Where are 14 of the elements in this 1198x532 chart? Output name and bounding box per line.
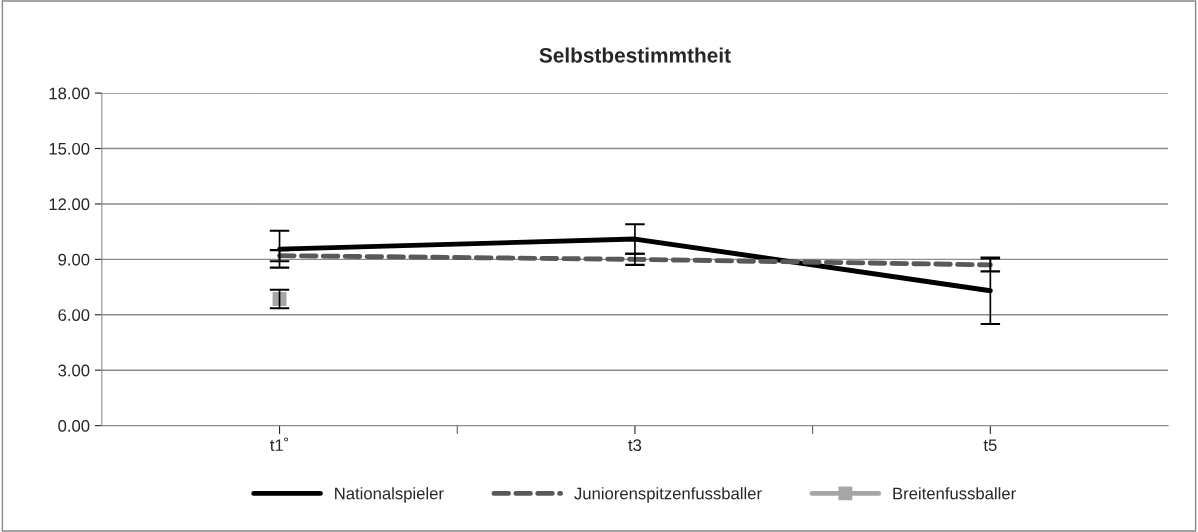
y-tick-label: 3.00 [58,364,90,377]
legend-label: Breitenfussballer [893,487,1016,500]
y-tick-label: 0.00 [58,420,90,432]
y-tick-label: 6.00 [58,309,90,321]
legend-label: Nationalspieler [335,487,444,503]
y-tick-label: 12.00 [49,198,90,211]
legend-label: Juniorenspitzenfussballer [574,487,762,503]
y-tick-label: 18.00 [49,87,90,100]
x-tick-label: t5 [983,439,997,452]
chart-title: Selbstbestimmtheit [539,47,731,63]
y-tick-label: 15.00 [49,142,90,155]
y-tick-label: 9.00 [58,253,90,266]
x-tick-label: t1˚ [270,437,289,451]
x-tick-label: t3 [628,439,642,452]
